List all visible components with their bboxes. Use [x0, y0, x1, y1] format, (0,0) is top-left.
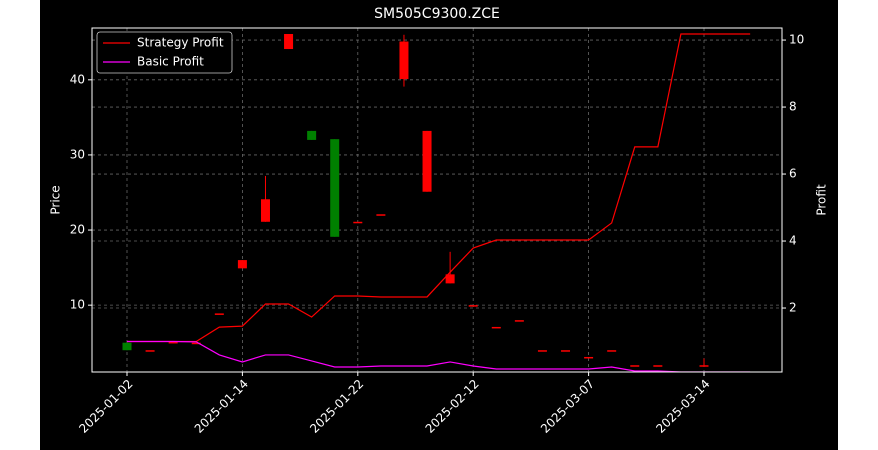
- candle-body: [399, 41, 409, 80]
- legend-label: Basic Profit: [137, 55, 204, 69]
- profit-line: [127, 33, 751, 343]
- plot: [122, 33, 751, 372]
- legend: Strategy Profit Basic Profit: [96, 31, 233, 74]
- candle-body: [514, 320, 524, 322]
- y-tick-label: 40: [70, 72, 85, 86]
- candle-body: [168, 341, 178, 344]
- candle-body: [214, 313, 224, 315]
- y2-tick-label: 2: [789, 301, 797, 315]
- candle-body: [237, 260, 247, 269]
- candle-body: [584, 356, 594, 359]
- candle-body: [122, 342, 132, 351]
- candle-body: [260, 199, 270, 222]
- profit-line: [127, 340, 751, 372]
- y2-tick-label: 4: [789, 234, 797, 248]
- candle-body: [491, 326, 501, 329]
- y-tick-label: 10: [70, 298, 85, 312]
- candle-body: [468, 305, 478, 307]
- candle-body: [191, 342, 201, 345]
- candle-body: [699, 365, 709, 367]
- y2-tick-label: 6: [789, 167, 797, 181]
- candle-body: [284, 34, 294, 50]
- y-tick-label: 20: [70, 223, 85, 237]
- candle-body: [422, 130, 432, 192]
- chart-title: SM505C9300.ZCE: [374, 6, 500, 22]
- y2-tick-label: 10: [789, 33, 804, 47]
- candle-body: [307, 130, 317, 140]
- y2-axis-label: Profit: [815, 184, 829, 216]
- candle-body: [445, 274, 455, 284]
- candle-body: [653, 365, 663, 367]
- candle-body: [561, 350, 571, 352]
- legend-label: Strategy Profit: [137, 36, 224, 50]
- y-axis-label: Price: [49, 185, 63, 214]
- candle-body: [376, 214, 386, 216]
- candle-body: [145, 350, 155, 352]
- y2-tick-label: 8: [789, 100, 797, 114]
- candle-body: [330, 139, 340, 237]
- candle-body: [537, 350, 547, 352]
- candle-body: [353, 221, 363, 224]
- legend-box: [96, 31, 233, 74]
- background: [40, 0, 838, 450]
- candle-body: [630, 365, 640, 367]
- plot-frame: [91, 27, 783, 373]
- y-tick-label: 30: [70, 147, 85, 161]
- candle-body: [607, 350, 617, 352]
